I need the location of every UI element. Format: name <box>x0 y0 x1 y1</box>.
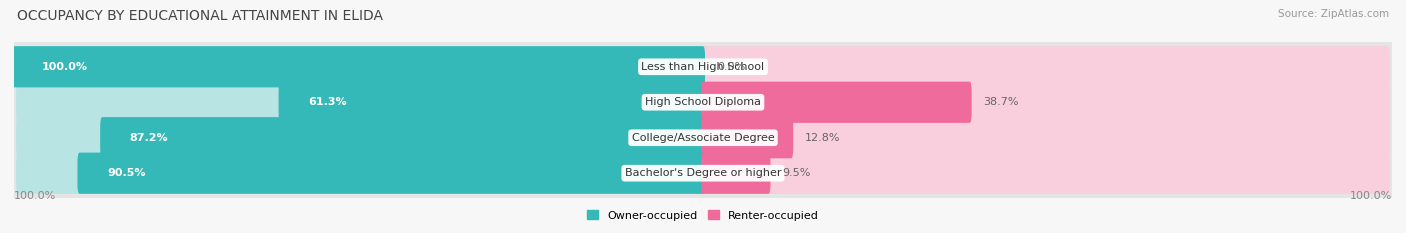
Text: 87.2%: 87.2% <box>129 133 169 143</box>
Text: 61.3%: 61.3% <box>308 97 347 107</box>
FancyBboxPatch shape <box>278 82 704 123</box>
FancyBboxPatch shape <box>702 117 1391 158</box>
FancyBboxPatch shape <box>15 82 704 123</box>
Text: College/Associate Degree: College/Associate Degree <box>631 133 775 143</box>
FancyBboxPatch shape <box>702 82 1391 123</box>
Text: 90.5%: 90.5% <box>107 168 146 178</box>
FancyBboxPatch shape <box>11 143 1395 204</box>
FancyBboxPatch shape <box>77 153 704 194</box>
Text: Less than High School: Less than High School <box>641 62 765 72</box>
Text: High School Diploma: High School Diploma <box>645 97 761 107</box>
FancyBboxPatch shape <box>702 82 972 123</box>
FancyBboxPatch shape <box>11 107 1395 168</box>
Text: 0.0%: 0.0% <box>717 62 745 72</box>
Text: 9.5%: 9.5% <box>782 168 811 178</box>
FancyBboxPatch shape <box>11 72 1395 133</box>
Text: 12.8%: 12.8% <box>806 133 841 143</box>
Text: OCCUPANCY BY EDUCATIONAL ATTAINMENT IN ELIDA: OCCUPANCY BY EDUCATIONAL ATTAINMENT IN E… <box>17 9 382 23</box>
FancyBboxPatch shape <box>100 117 704 158</box>
Text: 100.0%: 100.0% <box>1350 191 1392 201</box>
FancyBboxPatch shape <box>702 153 1391 194</box>
Legend: Owner-occupied, Renter-occupied: Owner-occupied, Renter-occupied <box>586 210 820 221</box>
FancyBboxPatch shape <box>702 46 1391 87</box>
FancyBboxPatch shape <box>702 153 770 194</box>
FancyBboxPatch shape <box>13 46 704 87</box>
Text: 38.7%: 38.7% <box>983 97 1019 107</box>
FancyBboxPatch shape <box>15 117 704 158</box>
FancyBboxPatch shape <box>15 153 704 194</box>
Text: Source: ZipAtlas.com: Source: ZipAtlas.com <box>1278 9 1389 19</box>
Text: Bachelor's Degree or higher: Bachelor's Degree or higher <box>624 168 782 178</box>
FancyBboxPatch shape <box>702 117 793 158</box>
FancyBboxPatch shape <box>11 36 1395 97</box>
Text: 100.0%: 100.0% <box>14 191 56 201</box>
FancyBboxPatch shape <box>15 46 704 87</box>
Text: 100.0%: 100.0% <box>42 62 87 72</box>
